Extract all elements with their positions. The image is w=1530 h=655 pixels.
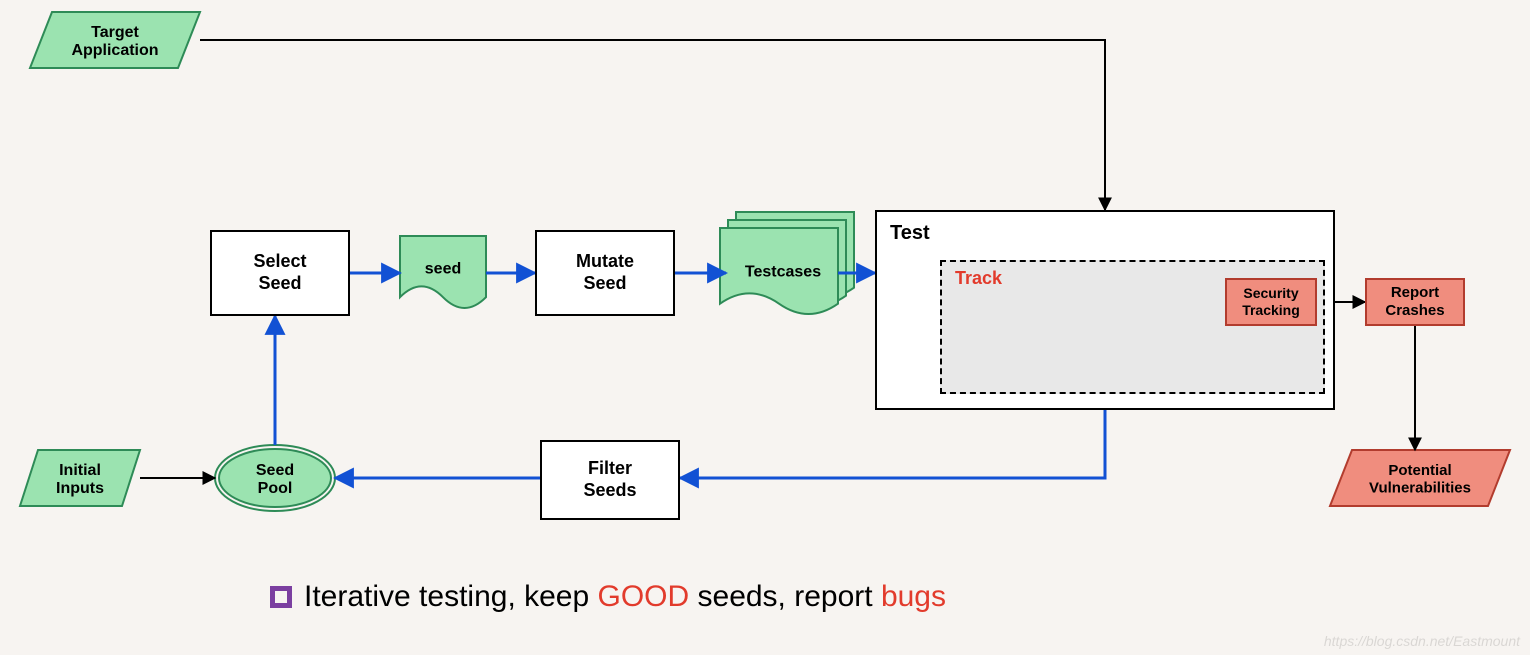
potential_vulns: PotentialVulnerabilities <box>1330 450 1510 506</box>
bullet-icon <box>270 586 292 608</box>
svg-text:seed: seed <box>425 261 461 278</box>
caption-text: Iterative testing, keep GOOD seeds, repo… <box>304 580 946 614</box>
seed_doc: seed <box>400 236 486 308</box>
test-label: Test <box>890 222 930 245</box>
svg-text:InitialInputs: InitialInputs <box>56 462 104 497</box>
watermark: https://blog.csdn.net/Eastmount <box>1324 633 1520 649</box>
target_app: TargetApplication <box>30 12 200 68</box>
mutate_seed: MutateSeed <box>535 230 675 316</box>
seed_pool: SeedPool <box>215 445 335 511</box>
edge-test_box <box>680 410 1105 478</box>
track-label: Track <box>955 268 1002 289</box>
edge-target_app <box>200 40 1105 210</box>
filter_seeds: FilterSeeds <box>540 440 680 520</box>
svg-text:Testcases: Testcases <box>745 264 821 281</box>
security_tracking: SecurityTracking <box>1225 278 1317 326</box>
caption: Iterative testing, keep GOOD seeds, repo… <box>270 580 946 614</box>
report_crashes: ReportCrashes <box>1365 278 1465 326</box>
svg-text:SeedPool: SeedPool <box>256 462 294 497</box>
initial_inputs: InitialInputs <box>20 450 140 506</box>
select_seed: SelectSeed <box>210 230 350 316</box>
testcases: Testcases <box>720 212 854 314</box>
